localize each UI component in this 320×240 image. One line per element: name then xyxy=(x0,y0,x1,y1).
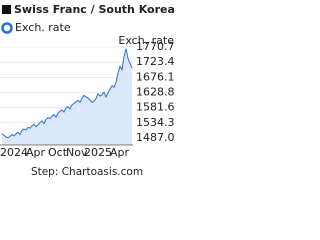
y-tick-label: 1534.3 xyxy=(136,116,175,129)
legend-label: Exch. rate xyxy=(15,21,71,34)
y-tick-label: 1628.8 xyxy=(136,86,175,99)
x-tick-label: Apr xyxy=(26,146,46,159)
x-tick-label: 2025 xyxy=(84,146,112,159)
x-tick-label: Oct xyxy=(48,146,68,159)
y-tick-label: 1581.6 xyxy=(136,101,175,114)
title-icon xyxy=(2,5,11,14)
y-tick-label: 1723.4 xyxy=(136,55,175,68)
legend-marker xyxy=(1,22,13,34)
chart: Swiss Franc / South Korean W Exch. rate … xyxy=(0,3,175,178)
y-tick-label: 1770.7 xyxy=(136,40,175,53)
line xyxy=(1,48,133,139)
y-axis-title: Exch. rate xyxy=(118,34,174,47)
y-tick-label: 1676.1 xyxy=(136,70,175,83)
x-tick-label: Apr xyxy=(110,146,130,159)
y-tick-label: 1487.0 xyxy=(136,131,175,144)
x-tick-label: Nov xyxy=(66,146,88,159)
chart-title: Swiss Franc / South Korean W xyxy=(14,3,175,16)
footer: Step: Chartoasis.com xyxy=(31,166,143,178)
area xyxy=(2,48,132,145)
x-tick-label: 2024 xyxy=(0,146,28,159)
